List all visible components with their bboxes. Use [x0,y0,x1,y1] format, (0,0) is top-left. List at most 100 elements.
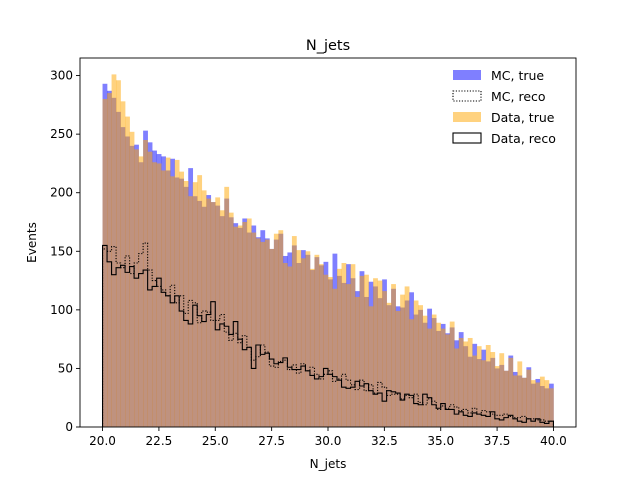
bar-series2-bin41 [287,266,293,427]
bar-series2-bin69 [413,300,419,427]
bar-series2-bin57 [359,275,365,427]
bar-series2-bin3 [116,80,121,427]
x-tick-label: 37.5 [484,434,511,448]
bar-series2-bin26 [219,210,225,427]
x-tick-label: 27.5 [258,434,285,448]
x-tick-label: 22.5 [146,434,173,448]
bar-series2-bin53 [341,263,347,427]
bar-series2-bin15 [170,176,175,427]
bar-series2-bin91 [512,375,518,427]
bar-series2-bin45 [305,251,311,427]
bar-series2-bin12 [156,163,162,427]
bar-series2-bin51 [332,288,338,427]
x-tick-label: 30.0 [315,434,342,448]
x-tick-label: 25.0 [202,434,229,448]
bar-series2-bin25 [215,197,221,427]
bar-series2-bin30 [237,225,243,427]
y-tick-label: 150 [50,244,73,258]
bar-series2-bin8 [138,156,144,427]
legend-swatch-1 [452,90,482,102]
x-tick-label: 32.5 [371,434,398,448]
bar-series2-bin10 [147,151,153,427]
bar-series2-bin37 [269,248,275,427]
bar-series2-bin82 [472,355,478,427]
bar-series2-bin21 [197,175,203,427]
bar-series2-bin44 [300,258,306,427]
bar-series2-bin98 [544,380,550,427]
bar-series2-bin93 [521,377,527,427]
bar-series2-bin4 [120,101,126,427]
bar-series2-bin1 [107,93,112,428]
bar-series2-bin71 [422,315,428,427]
bar-series2-bin36 [264,239,270,427]
bar-series2-bin47 [314,254,320,427]
bar-series2-bin49 [323,274,329,427]
bar-series2-bin97 [539,376,545,427]
y-tick-label: 250 [50,127,73,141]
bar-series2-bin50 [328,277,333,427]
y-tick-label: 0 [65,420,73,434]
bar-series2-bin22 [201,190,207,427]
bar-series2-bin87 [494,366,500,427]
legend-swatch-3 [452,132,482,144]
bar-series2-bin66 [400,294,405,427]
y-axis-label: Events [25,222,39,263]
legend-label-0: MC, true [491,68,544,83]
bar-series2-bin27 [224,186,230,427]
y-tick-label: 50 [58,361,73,375]
bar-series2-bin92 [517,361,523,427]
bar-series2-bin18 [183,181,189,427]
y-tick-label: 300 [50,69,73,83]
bar-series2-bin88 [499,353,505,427]
bar-series2-bin9 [143,140,148,427]
bar-series2-bin43 [296,250,302,427]
bar-series2-bin79 [458,337,464,427]
y-tick-label: 100 [50,303,73,317]
bar-series2-bin75 [440,328,446,427]
x-tick-label: 35.0 [427,434,454,448]
bar-series2-bin23 [206,198,212,427]
bar-series2-bin46 [309,268,315,427]
bar-series2-bin19 [188,196,194,427]
bar-series2-bin64 [391,284,396,427]
bar-series2-bin16 [174,159,180,427]
bar-series2-bin65 [395,311,401,427]
bar-series2-bin74 [436,322,442,427]
bar-series2-bin62 [382,291,387,427]
bar-series2-bin94 [526,369,532,427]
bar-series2-bin81 [467,337,473,427]
legend-swatch-0 [453,70,481,80]
bar-series2-bin63 [386,302,392,427]
bar-series2-bin48 [318,264,324,427]
bar-series2-bin11 [152,162,157,427]
x-axis: 20.0 22.5 25.0 27.5 30.0 32.5 35.0 37.5 40.0 [89,427,567,448]
bar-series2-bin32 [246,218,252,427]
bar-series2-bin54 [346,284,351,427]
x-axis-label: N_jets [310,457,347,471]
bar-series2-bin85 [485,345,491,427]
bar-series2-bin34 [255,238,261,427]
bar-series2-bin58 [364,274,369,427]
legend: MC, true MC, reco Data, true Data, reco [452,68,556,146]
bar-series2-bin31 [242,222,248,427]
bar-series2-bin52 [337,268,342,427]
bar-series2-bin56 [355,296,360,427]
bar-series2-bin20 [192,182,198,427]
bar-series2-bin90 [508,357,514,427]
x-tick-label: 20.0 [89,434,116,448]
bar-series2-bin28 [228,212,234,427]
bar-series2-bin67 [404,286,410,427]
bar-series2-bin99 [548,388,554,427]
bar-series2-bin70 [418,305,423,427]
bar-series2-bin2 [111,74,117,428]
bar-series2-bin59 [368,306,374,427]
bar-series2-bin6 [129,131,135,428]
x-tick-label: 40.0 [540,434,567,448]
bar-series2-bin7 [134,149,139,427]
bar-series2-bin76 [445,334,451,427]
bar-series2-bin14 [165,157,171,428]
bar-series2-bin33 [251,232,257,427]
bar-series2-bin17 [179,171,185,427]
bar-series2-bin39 [278,230,284,427]
bar-series2-bin55 [350,264,356,427]
